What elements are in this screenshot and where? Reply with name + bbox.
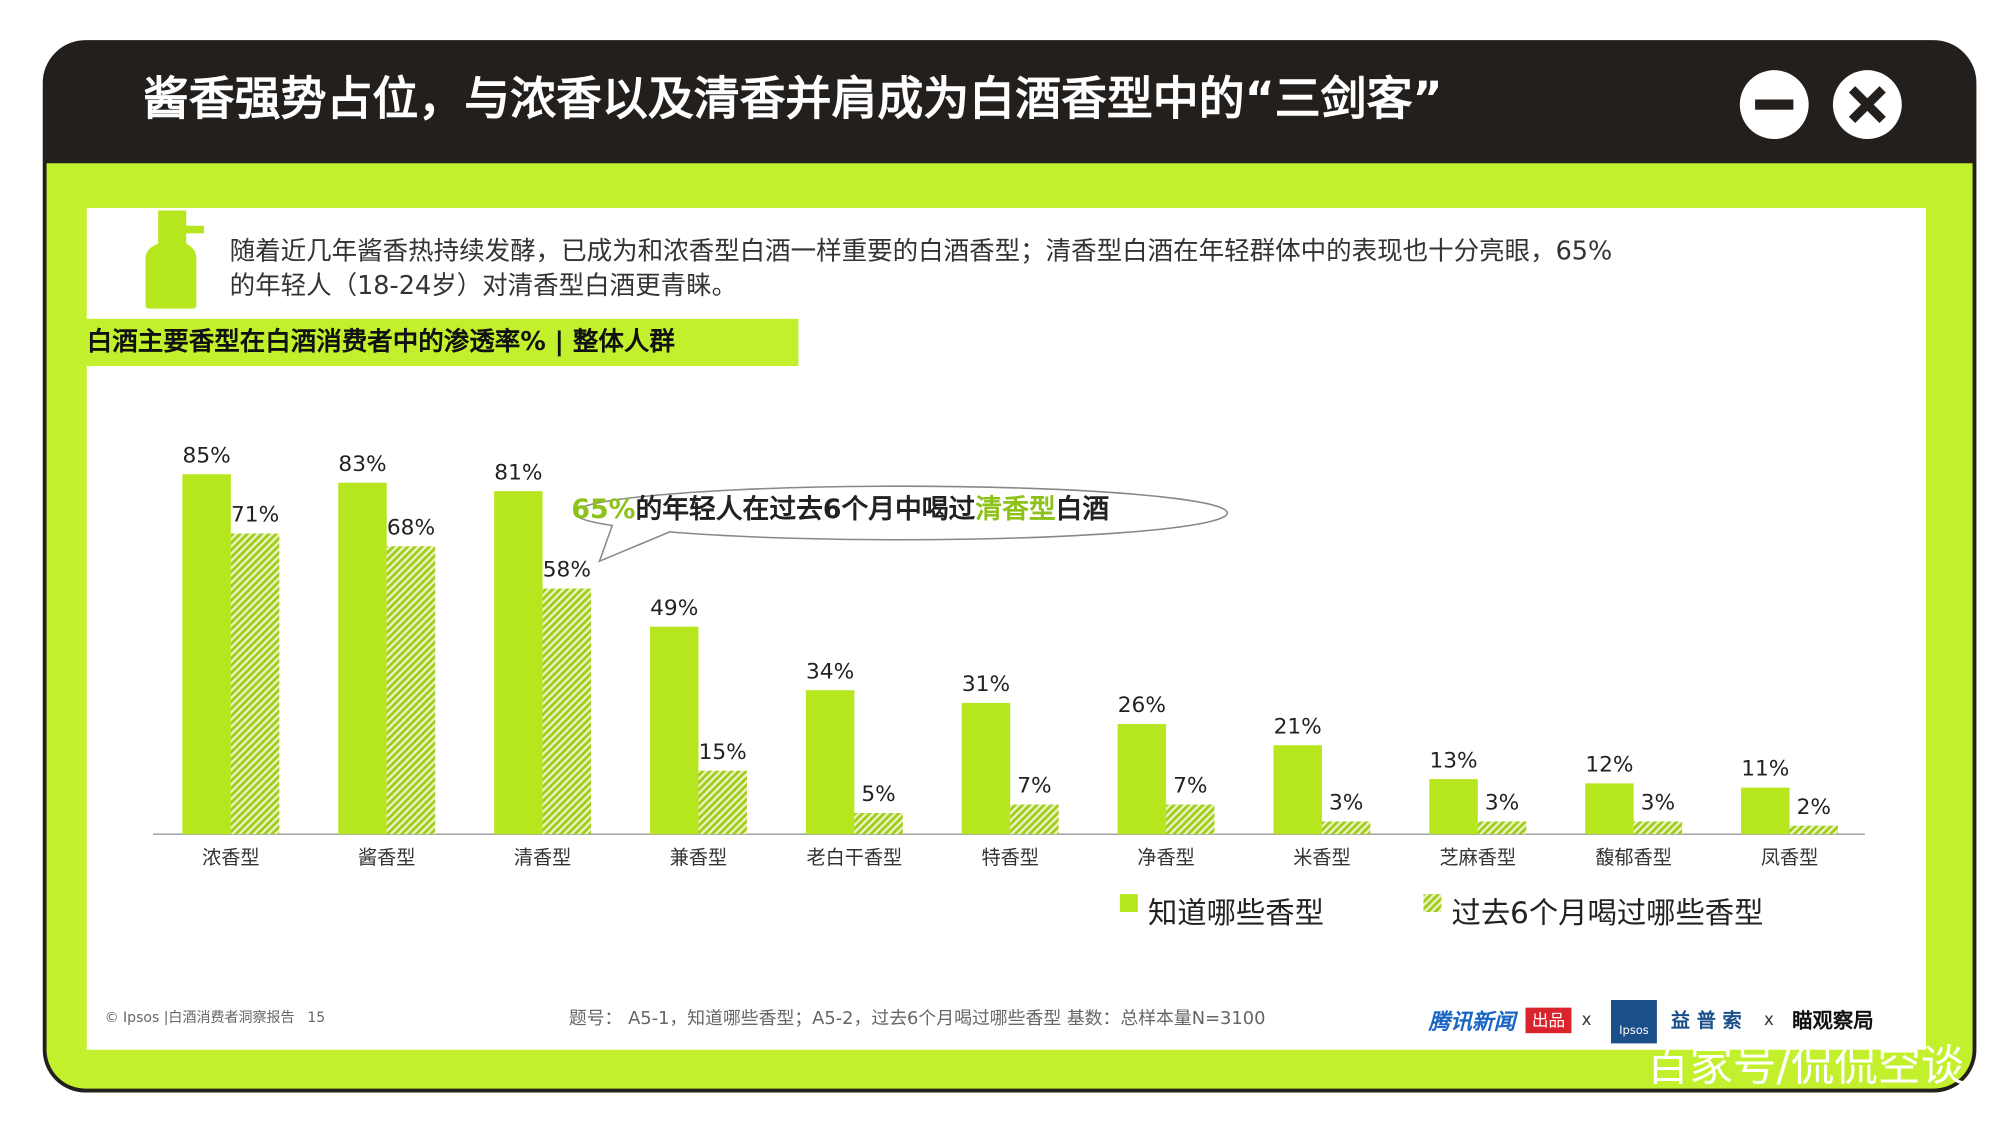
value-label: 49% — [650, 596, 698, 621]
close-button[interactable] — [1832, 70, 1902, 140]
logo-ipsos: Ipsos — [1619, 1023, 1649, 1037]
x-tick-label: 酱香型 — [358, 846, 415, 869]
bar — [1585, 783, 1634, 835]
footer-note: 题号： A5-1，知道哪些香型；A5-2，过去6个月喝过哪些香型 基数：总样本量… — [569, 1008, 1266, 1029]
value-label: 7% — [1017, 774, 1051, 799]
description-line: 的年轻人（18-24岁）对清香型白酒更青睐。 — [230, 271, 738, 301]
bar — [961, 702, 1011, 835]
x-tick-label: 清香型 — [514, 846, 571, 869]
value-label: 81% — [494, 460, 542, 485]
value-label: 3% — [1329, 791, 1363, 816]
value-label: 85% — [183, 443, 231, 468]
callout-text: 65%的年轻人在过去6个月中喝过清香型白酒 — [571, 493, 1109, 525]
logo-ipsos-box — [1610, 1000, 1657, 1044]
bar — [542, 588, 592, 835]
value-label: 68% — [387, 515, 435, 540]
logo-observer: 瞄观察局 — [1792, 1009, 1874, 1033]
value-label: 5% — [861, 782, 895, 807]
chart: 85% 83% 81% 49% 34% 31% 26% 21% 13% 12% 11% 知道哪些香型 7… — [182, 443, 1839, 930]
logo-box — [1525, 1007, 1572, 1034]
minimize-button[interactable] — [1739, 70, 1809, 140]
value-label: 7% — [1173, 774, 1207, 799]
footer-page: 15 — [307, 1010, 325, 1026]
value-label: 58% — [543, 558, 591, 583]
x-tick-label: 特香型 — [982, 846, 1039, 869]
bar — [230, 533, 280, 835]
logo-product: 出品 — [1532, 1011, 1565, 1030]
x-tick-label: 米香型 — [1293, 846, 1350, 869]
x-tick-label: 馥郁香型 — [1595, 846, 1672, 869]
x-tick-label: 兼香型 — [670, 846, 727, 869]
value-label: 31% — [962, 672, 1010, 697]
value-label: 3% — [1485, 791, 1519, 816]
value-label: 2% — [1797, 795, 1831, 820]
bar — [1273, 745, 1322, 835]
x-tick-label: 净香型 — [1137, 846, 1194, 869]
value-label: 83% — [338, 452, 386, 477]
value-label: 15% — [699, 740, 747, 765]
value-label: 26% — [1118, 693, 1166, 718]
value-label: 34% — [806, 659, 854, 684]
value-label: 3% — [1641, 791, 1675, 816]
bar — [805, 690, 855, 835]
x-tick-label: 浓香型 — [202, 846, 259, 869]
legend-swatch — [1119, 894, 1138, 912]
bar — [1166, 804, 1215, 835]
bar — [338, 482, 387, 835]
callout-part: 白酒 — [1056, 493, 1110, 525]
bar — [1477, 821, 1527, 835]
legend-label: 过去6个月喝过哪些香型 — [1452, 896, 1764, 930]
bar — [1741, 787, 1790, 835]
callout-part: 65% — [571, 494, 635, 525]
legend-label: 知道哪些香型 — [1148, 896, 1324, 930]
callout-bubble — [573, 485, 1229, 563]
x-tick-label: 芝麻香型 — [1440, 846, 1517, 869]
bar — [1010, 804, 1059, 835]
logo-x: x — [1582, 1010, 1592, 1029]
header-title: 酱香强势占位，与浓香以及清香并肩成为白酒香型中的“三剑客” — [143, 72, 1443, 126]
bar — [854, 813, 903, 835]
watermark: 百家号/侃侃空谈 — [1646, 1041, 1964, 1091]
bar — [182, 474, 231, 835]
bottle-icon — [145, 210, 205, 309]
bar — [1429, 779, 1478, 835]
logo-tencent: 腾讯新闻 — [1428, 1010, 1519, 1035]
bar — [386, 546, 436, 835]
chart-title: 白酒主要香型在白酒消费者中的渗透率% | 整体人群 — [87, 327, 676, 357]
close-icon[interactable] — [1848, 86, 1886, 124]
legend-swatch — [1423, 894, 1442, 912]
bar — [1321, 821, 1371, 835]
value-label: 12% — [1585, 753, 1633, 778]
header-bar — [44, 42, 1975, 164]
bar — [698, 770, 747, 835]
bar — [1789, 825, 1839, 835]
callout-part: 清香型 — [975, 494, 1055, 525]
chart-title-box — [80, 318, 799, 367]
footer-source: © Ipsos |白酒消费者洞察报告 — [105, 1009, 295, 1026]
bar — [1633, 821, 1683, 835]
x-tick-label: 凤香型 — [1761, 846, 1818, 869]
logo-ipsos-cn: 益 普 索 — [1671, 1009, 1742, 1032]
logo-x: x — [1764, 1010, 1774, 1029]
bar — [494, 491, 543, 835]
x-tick-label: 老白干香型 — [807, 846, 903, 869]
description-line: 随着近几年酱香热持续发酵，已成为和浓香型白酒一样重要的白酒香型；清香型白酒在年轻… — [230, 237, 1613, 267]
minus-icon[interactable] — [1755, 99, 1794, 110]
value-label: 21% — [1274, 714, 1322, 739]
value-label: 71% — [231, 503, 279, 528]
callout-part: 的年轻人在过去6个月中喝过 — [636, 493, 976, 525]
bar — [650, 626, 699, 835]
value-label: 11% — [1741, 757, 1789, 782]
value-label: 13% — [1429, 748, 1477, 773]
bar — [1117, 724, 1167, 835]
